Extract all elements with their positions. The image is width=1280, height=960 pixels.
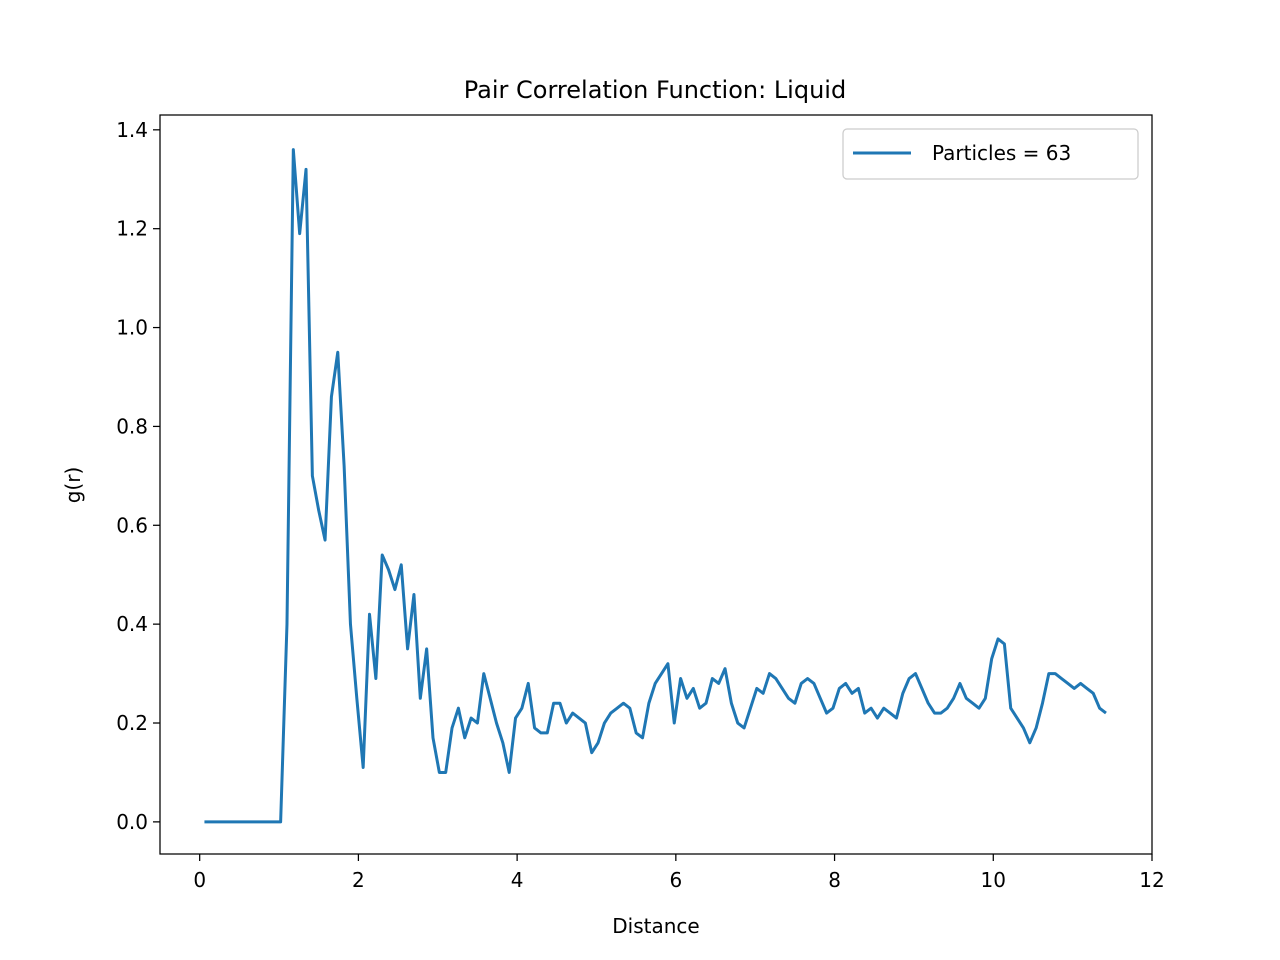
x-axis-label: Distance <box>612 914 699 938</box>
x-tick-label: 10 <box>981 868 1006 892</box>
y-tick-label: 1.0 <box>116 316 148 340</box>
y-tick-label: 0.0 <box>116 810 148 834</box>
y-axis-label: g(r) <box>61 467 85 504</box>
y-tick-label: 0.4 <box>116 612 148 636</box>
y-tick-label: 1.2 <box>116 217 148 241</box>
x-tick-label: 2 <box>352 868 365 892</box>
y-tick-label: 0.8 <box>116 414 148 438</box>
x-tick-label: 8 <box>828 868 841 892</box>
y-tick-label: 0.2 <box>116 711 148 735</box>
y-tick-label: 0.6 <box>116 513 148 537</box>
y-axis: 0.0 0.2 0.4 0.6 0.8 1.0 1.2 1.4 <box>116 118 160 834</box>
series-layer <box>204 148 1107 824</box>
legend-box <box>842 128 1139 180</box>
x-tick-label: 0 <box>193 868 206 892</box>
legend-entry-particles: Particles = 63 <box>932 141 1071 165</box>
series-line-particles <box>204 148 1107 824</box>
x-tick-label: 12 <box>1139 868 1164 892</box>
chart-title: Pair Correlation Function: Liquid <box>464 76 846 104</box>
x-tick-label: 6 <box>669 868 682 892</box>
x-tick-label: 4 <box>511 868 524 892</box>
legend: Particles = 63 <box>842 128 1139 180</box>
x-axis: 0 2 4 6 8 10 12 <box>193 854 1165 892</box>
y-tick-label: 1.4 <box>116 118 148 142</box>
axes-frame <box>159 114 1153 855</box>
